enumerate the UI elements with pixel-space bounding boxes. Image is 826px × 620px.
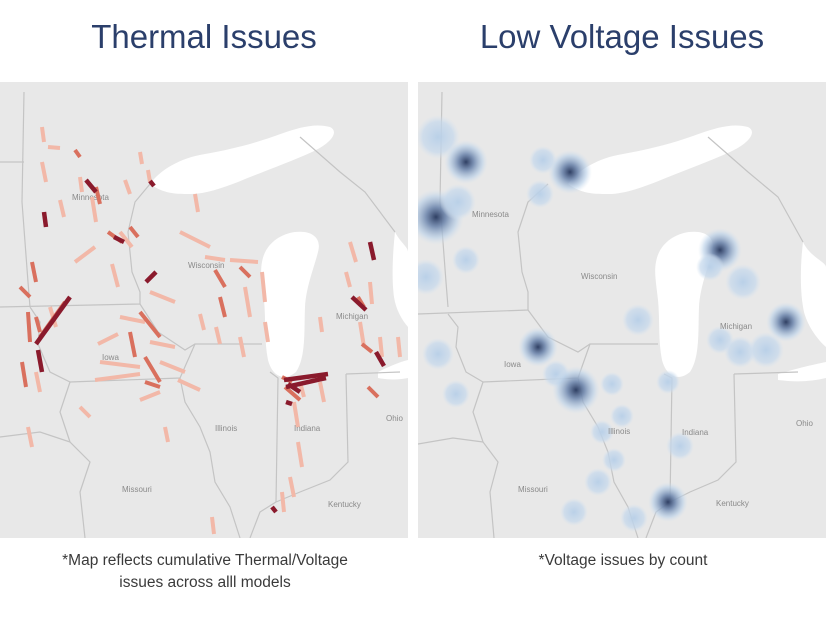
voltage-map-title: Low Voltage Issues	[479, 18, 765, 55]
label-indiana: Indiana	[682, 428, 709, 437]
label-indiana: Indiana	[294, 424, 321, 433]
thermal-map-canvas: Minnesota Wisconsin Michigan Iowa Illino…	[0, 82, 408, 538]
label-ohio: Ohio	[386, 414, 403, 423]
label-illinois: Illinois	[215, 424, 237, 433]
thermal-note-line-2: issues across alll models	[119, 574, 291, 591]
voltage-note-line-1: *Voltage issues by count	[538, 552, 708, 569]
label-kentucky: Kentucky	[328, 500, 361, 509]
thermal-issues-map[interactable]: Minnesota Wisconsin Michigan Iowa Illino…	[0, 82, 408, 538]
label-iowa: Iowa	[504, 360, 521, 369]
label-ohio: Ohio	[796, 419, 813, 428]
label-minnesota: Minnesota	[472, 210, 509, 219]
low-voltage-issues-map[interactable]: Minnesota Wisconsin Michigan Iowa Illino…	[418, 82, 826, 538]
thermal-note-line-1: *Map reflects cumulative Thermal/Voltage	[62, 552, 348, 569]
thermal-map-note: *Map reflects cumulative Thermal/Voltage…	[20, 550, 390, 594]
label-missouri: Missouri	[518, 485, 548, 494]
voltage-issue-heat	[418, 115, 806, 532]
label-wisconsin: Wisconsin	[188, 261, 224, 270]
label-iowa: Iowa	[102, 353, 119, 362]
label-illinois: Illinois	[608, 427, 630, 436]
label-kentucky: Kentucky	[716, 499, 749, 508]
label-michigan: Michigan	[720, 322, 752, 331]
label-wisconsin: Wisconsin	[581, 272, 617, 281]
voltage-map-canvas: Minnesota Wisconsin Michigan Iowa Illino…	[418, 82, 826, 538]
thermal-issue-lines	[18, 126, 402, 535]
label-michigan: Michigan	[336, 312, 368, 321]
label-missouri: Missouri	[122, 485, 152, 494]
thermal-map-title: Thermal Issues	[91, 18, 317, 55]
voltage-map-note: *Voltage issues by count	[440, 550, 806, 572]
